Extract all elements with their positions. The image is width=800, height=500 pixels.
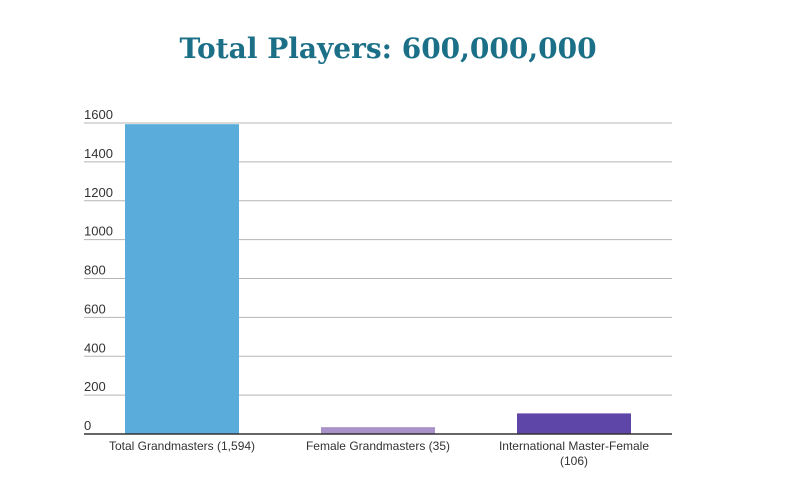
y-tick-label: 1600: [84, 107, 113, 122]
y-tick-label: 1400: [84, 146, 113, 161]
y-tick-label: 800: [84, 263, 106, 278]
y-tick-label: 600: [84, 301, 106, 316]
y-tick-label: 1200: [84, 185, 113, 200]
y-tick-label: 1000: [84, 224, 113, 239]
y-axis-ticks: 0 200 400 600 800 1000 1200 1400 1600: [84, 107, 113, 433]
x-axis-labels: Total Grandmasters (1,594) Female Grandma…: [109, 439, 649, 468]
chart-title: Total Players: 600,000,000: [179, 32, 597, 65]
x-category-label: (106): [560, 454, 588, 468]
bar: [125, 124, 239, 434]
bars: [125, 124, 631, 434]
y-tick-label: 400: [84, 340, 106, 355]
x-category-label: International Master-Female: [499, 439, 649, 453]
y-tick-label: 200: [84, 379, 106, 394]
y-tick-label: 0: [84, 418, 91, 433]
bar: [321, 427, 435, 434]
bar: [517, 413, 631, 434]
x-category-label: Female Grandmasters (35): [306, 439, 450, 453]
x-category-label: Total Grandmasters (1,594): [109, 439, 255, 453]
